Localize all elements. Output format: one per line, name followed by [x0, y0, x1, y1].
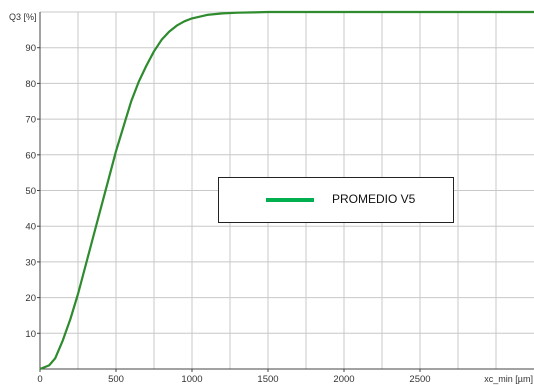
x-tick-label: 0: [37, 374, 42, 385]
y-tick-label: 60: [25, 150, 36, 161]
y-tick-label: 50: [25, 186, 36, 197]
x-tick-label: 2000: [333, 374, 354, 385]
y-tick-label: 20: [25, 293, 36, 304]
legend-swatch: [266, 198, 314, 202]
series-lines: [39, 10, 534, 371]
y-tick-label: 90: [25, 43, 36, 54]
y-tick-labels: 10 20 30 40 50 60 70 80 90: [25, 43, 36, 340]
x-tick-label: 1000: [181, 374, 202, 385]
y-axis-label: Q3 [%]: [9, 12, 37, 22]
y-tick-label: 30: [25, 257, 36, 268]
x-tick-label: 1500: [257, 374, 278, 385]
x-tick-label: 500: [108, 374, 124, 385]
legend: PROMEDIO V5: [218, 177, 454, 223]
y-tick-label: 80: [25, 79, 36, 90]
x-tick-label: 2500: [409, 374, 430, 385]
axes: [37, 12, 534, 372]
series-line: [39, 10, 534, 371]
legend-label: PROMEDIO V5: [332, 192, 416, 206]
x-tick-labels: 0 500 1000 1500 2000 2500: [37, 374, 430, 385]
y-tick-label: 10: [25, 329, 36, 340]
y-tick-label: 40: [25, 222, 36, 233]
x-axis-label: xc_min [µm]: [484, 374, 533, 384]
y-tick-label: 70: [25, 115, 36, 126]
